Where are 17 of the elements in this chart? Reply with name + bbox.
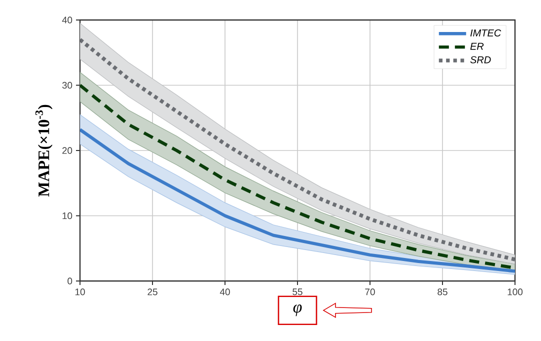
- y-tick-label: 0: [68, 278, 72, 284]
- legend-label: IMTEC: [470, 29, 502, 36]
- x-tick-label: 100: [508, 288, 523, 296]
- x-axis-title: φ: [293, 304, 302, 316]
- legend-label: SRD: [470, 56, 491, 64]
- y-tick-label: 10: [62, 212, 72, 220]
- x-tick-label: 40: [220, 288, 230, 296]
- legend-label: ER: [470, 42, 484, 50]
- y-tick-label: 40: [62, 16, 72, 24]
- x-tick-label: 25: [148, 288, 158, 296]
- x-tick-label: 85: [438, 288, 448, 296]
- y-tick-label: 30: [62, 82, 72, 89]
- y-tick-label: 20: [62, 147, 72, 154]
- x-tick-label: 70: [365, 288, 375, 296]
- x-tick-label: 55: [292, 288, 302, 296]
- x-tick-label: 10: [75, 288, 85, 296]
- y-axis-title: MAPE(×10$^{-3}$): [35, 104, 52, 197]
